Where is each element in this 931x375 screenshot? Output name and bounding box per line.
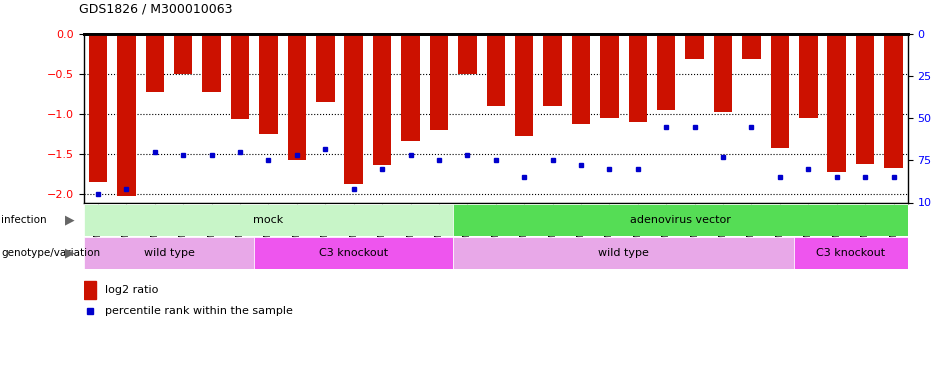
Bar (344, 34, 363, 184)
Bar (742, 34, 761, 60)
Text: ▶: ▶ (65, 246, 74, 259)
Bar (202, 34, 221, 92)
Bar (856, 34, 874, 164)
Bar (628, 34, 647, 122)
Bar (572, 34, 590, 124)
Bar (799, 34, 817, 118)
Bar (828, 34, 846, 172)
Bar (714, 34, 733, 112)
Text: adenovirus vector: adenovirus vector (630, 215, 731, 225)
Bar (84, 280, 96, 299)
Bar (685, 34, 704, 60)
Bar (401, 34, 420, 141)
Bar (231, 34, 250, 119)
Bar (259, 34, 277, 134)
Bar (458, 34, 477, 74)
Bar (453, 237, 794, 269)
Text: percentile rank within the sample: percentile rank within the sample (104, 306, 292, 316)
Bar (84, 237, 254, 269)
Text: mock: mock (253, 215, 284, 225)
Bar (373, 34, 391, 165)
Text: wild type: wild type (599, 248, 649, 258)
Bar (254, 237, 453, 269)
Bar (487, 34, 505, 106)
Bar (316, 34, 334, 102)
Text: infection: infection (1, 215, 47, 225)
Text: log2 ratio: log2 ratio (104, 285, 158, 295)
Bar (600, 34, 618, 118)
Bar (117, 34, 136, 196)
Bar (145, 34, 164, 92)
Bar (84, 204, 453, 236)
Text: GDS1826 / M300010063: GDS1826 / M300010063 (79, 2, 233, 15)
Text: ▶: ▶ (65, 214, 74, 227)
Bar (884, 34, 903, 168)
Text: C3 knockout: C3 knockout (816, 248, 885, 258)
Bar (544, 34, 561, 106)
Bar (288, 34, 306, 160)
Bar (794, 237, 908, 269)
Bar (453, 204, 908, 236)
Bar (771, 34, 789, 148)
Bar (88, 34, 107, 182)
Bar (515, 34, 533, 136)
Text: genotype/variation: genotype/variation (1, 248, 100, 258)
Text: wild type: wild type (143, 248, 195, 258)
Bar (430, 34, 448, 130)
Bar (174, 34, 193, 74)
Text: C3 knockout: C3 knockout (319, 248, 388, 258)
Bar (657, 34, 676, 110)
